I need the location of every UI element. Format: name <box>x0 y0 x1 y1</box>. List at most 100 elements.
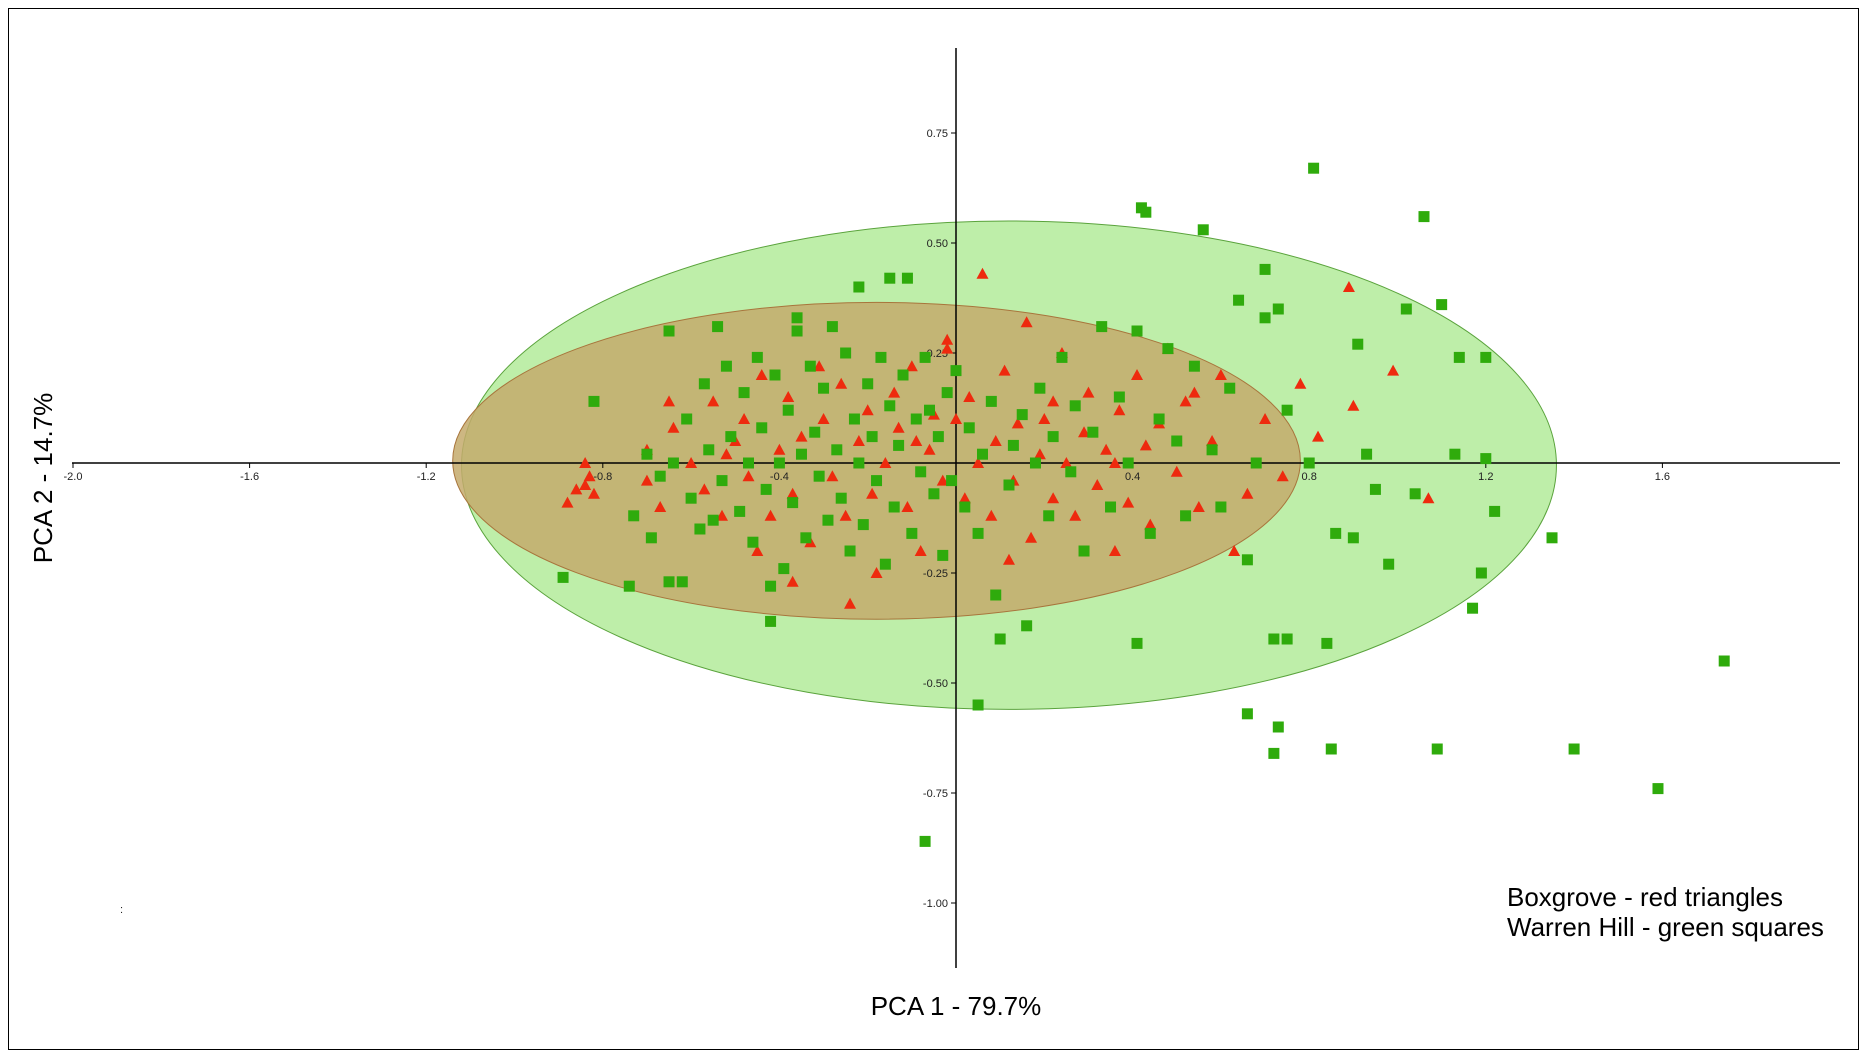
warren-hill-point <box>889 502 900 513</box>
y-tick-label: -1.00 <box>923 898 948 910</box>
legend-entry-warren-hill: Warren Hill - green squares <box>1507 912 1824 942</box>
warren-hill-point <box>836 493 847 504</box>
warren-hill-point <box>708 515 719 526</box>
warren-hill-point <box>1268 634 1279 645</box>
warren-hill-point <box>792 312 803 323</box>
warren-hill-point <box>1242 554 1253 565</box>
warren-hill-point <box>977 449 988 460</box>
warren-hill-point <box>906 528 917 539</box>
warren-hill-point <box>924 405 935 416</box>
warren-hill-point <box>1030 458 1041 469</box>
x-tick-label: -1.2 <box>417 471 436 483</box>
warren-hill-point <box>1017 409 1028 420</box>
warren-hill-point <box>686 493 697 504</box>
warren-hill-point <box>946 475 957 486</box>
warren-hill-point <box>898 370 909 381</box>
warren-hill-point <box>1547 532 1558 543</box>
warren-hill-point <box>1401 304 1412 315</box>
warren-hill-point <box>712 321 723 332</box>
warren-hill-point <box>853 458 864 469</box>
warren-hill-point <box>796 449 807 460</box>
warren-hill-point <box>1273 304 1284 315</box>
warren-hill-point <box>677 576 688 587</box>
warren-hill-point <box>1308 163 1319 174</box>
warren-hill-point <box>1454 352 1465 363</box>
warren-hill-point <box>1003 480 1014 491</box>
warren-hill-point <box>1361 449 1372 460</box>
warren-hill-point <box>884 273 895 284</box>
warren-hill-point <box>624 581 635 592</box>
x-axis-title: PCA 1 - 79.7% <box>871 991 1042 1021</box>
warren-hill-point <box>1096 321 1107 332</box>
x-tick-label: -1.6 <box>240 471 259 483</box>
warren-hill-point <box>664 326 675 337</box>
warren-hill-point <box>1273 722 1284 733</box>
warren-hill-point <box>756 422 767 433</box>
warren-hill-point <box>1233 295 1244 306</box>
warren-hill-point <box>1569 744 1580 755</box>
warren-hill-point <box>933 431 944 442</box>
warren-hill-point <box>990 590 1001 601</box>
y-tick-label: -0.75 <box>923 788 948 800</box>
warren-hill-point <box>641 449 652 460</box>
warren-hill-point <box>664 576 675 587</box>
warren-hill-point <box>681 414 692 425</box>
warren-hill-point <box>986 396 997 407</box>
warren-hill-point <box>911 414 922 425</box>
warren-hill-point <box>893 440 904 451</box>
warren-hill-point <box>558 572 569 583</box>
warren-hill-point <box>1652 783 1663 794</box>
warren-hill-point <box>1105 502 1116 513</box>
warren-hill-point <box>1268 748 1279 759</box>
warren-hill-point <box>840 348 851 359</box>
stray-annotation: : <box>120 904 123 916</box>
x-tick-label: -0.8 <box>593 471 612 483</box>
warren-hill-point <box>778 563 789 574</box>
warren-hill-point <box>703 444 714 455</box>
warren-hill-point <box>787 497 798 508</box>
warren-hill-point <box>1136 202 1147 213</box>
warren-hill-point <box>769 370 780 381</box>
x-tick-label: -2.0 <box>64 471 83 483</box>
warren-hill-point <box>937 550 948 561</box>
warren-hill-point <box>1330 528 1341 539</box>
warren-hill-point <box>1123 458 1134 469</box>
legend-entry-boxgrove: Boxgrove - red triangles <box>1507 882 1783 912</box>
warren-hill-point <box>1242 708 1253 719</box>
warren-hill-point <box>1114 392 1125 403</box>
warren-hill-point <box>1251 458 1262 469</box>
warren-hill-point <box>818 383 829 394</box>
warren-hill-point <box>875 352 886 363</box>
warren-hill-point <box>827 321 838 332</box>
warren-hill-point <box>884 400 895 411</box>
warren-hill-point <box>743 458 754 469</box>
warren-hill-point <box>1171 436 1182 447</box>
warren-hill-point <box>717 475 728 486</box>
warren-hill-point <box>725 431 736 442</box>
warren-hill-point <box>747 537 758 548</box>
warren-hill-point <box>1079 546 1090 557</box>
warren-hill-point <box>1282 405 1293 416</box>
warren-hill-point <box>920 352 931 363</box>
warren-hill-point <box>853 282 864 293</box>
warren-hill-point <box>1087 427 1098 438</box>
warren-hill-point <box>1436 299 1447 310</box>
warren-hill-point <box>1021 620 1032 631</box>
warren-hill-point <box>752 352 763 363</box>
y-tick-label: -0.25 <box>923 568 948 580</box>
warren-hill-point <box>1154 414 1165 425</box>
warren-hill-point <box>774 458 785 469</box>
warren-hill-point <box>973 528 984 539</box>
warren-hill-point <box>1043 510 1054 521</box>
warren-hill-point <box>1348 532 1359 543</box>
warren-hill-point <box>1410 488 1421 499</box>
warren-hill-point <box>920 836 931 847</box>
warren-hill-point <box>734 506 745 517</box>
warren-hill-point <box>862 378 873 389</box>
warren-hill-point <box>1321 638 1332 649</box>
warren-hill-point <box>1432 744 1443 755</box>
y-tick-label: 0.50 <box>927 238 948 250</box>
warren-hill-point <box>1008 440 1019 451</box>
warren-hill-point <box>739 387 750 398</box>
warren-hill-point <box>1352 339 1363 350</box>
